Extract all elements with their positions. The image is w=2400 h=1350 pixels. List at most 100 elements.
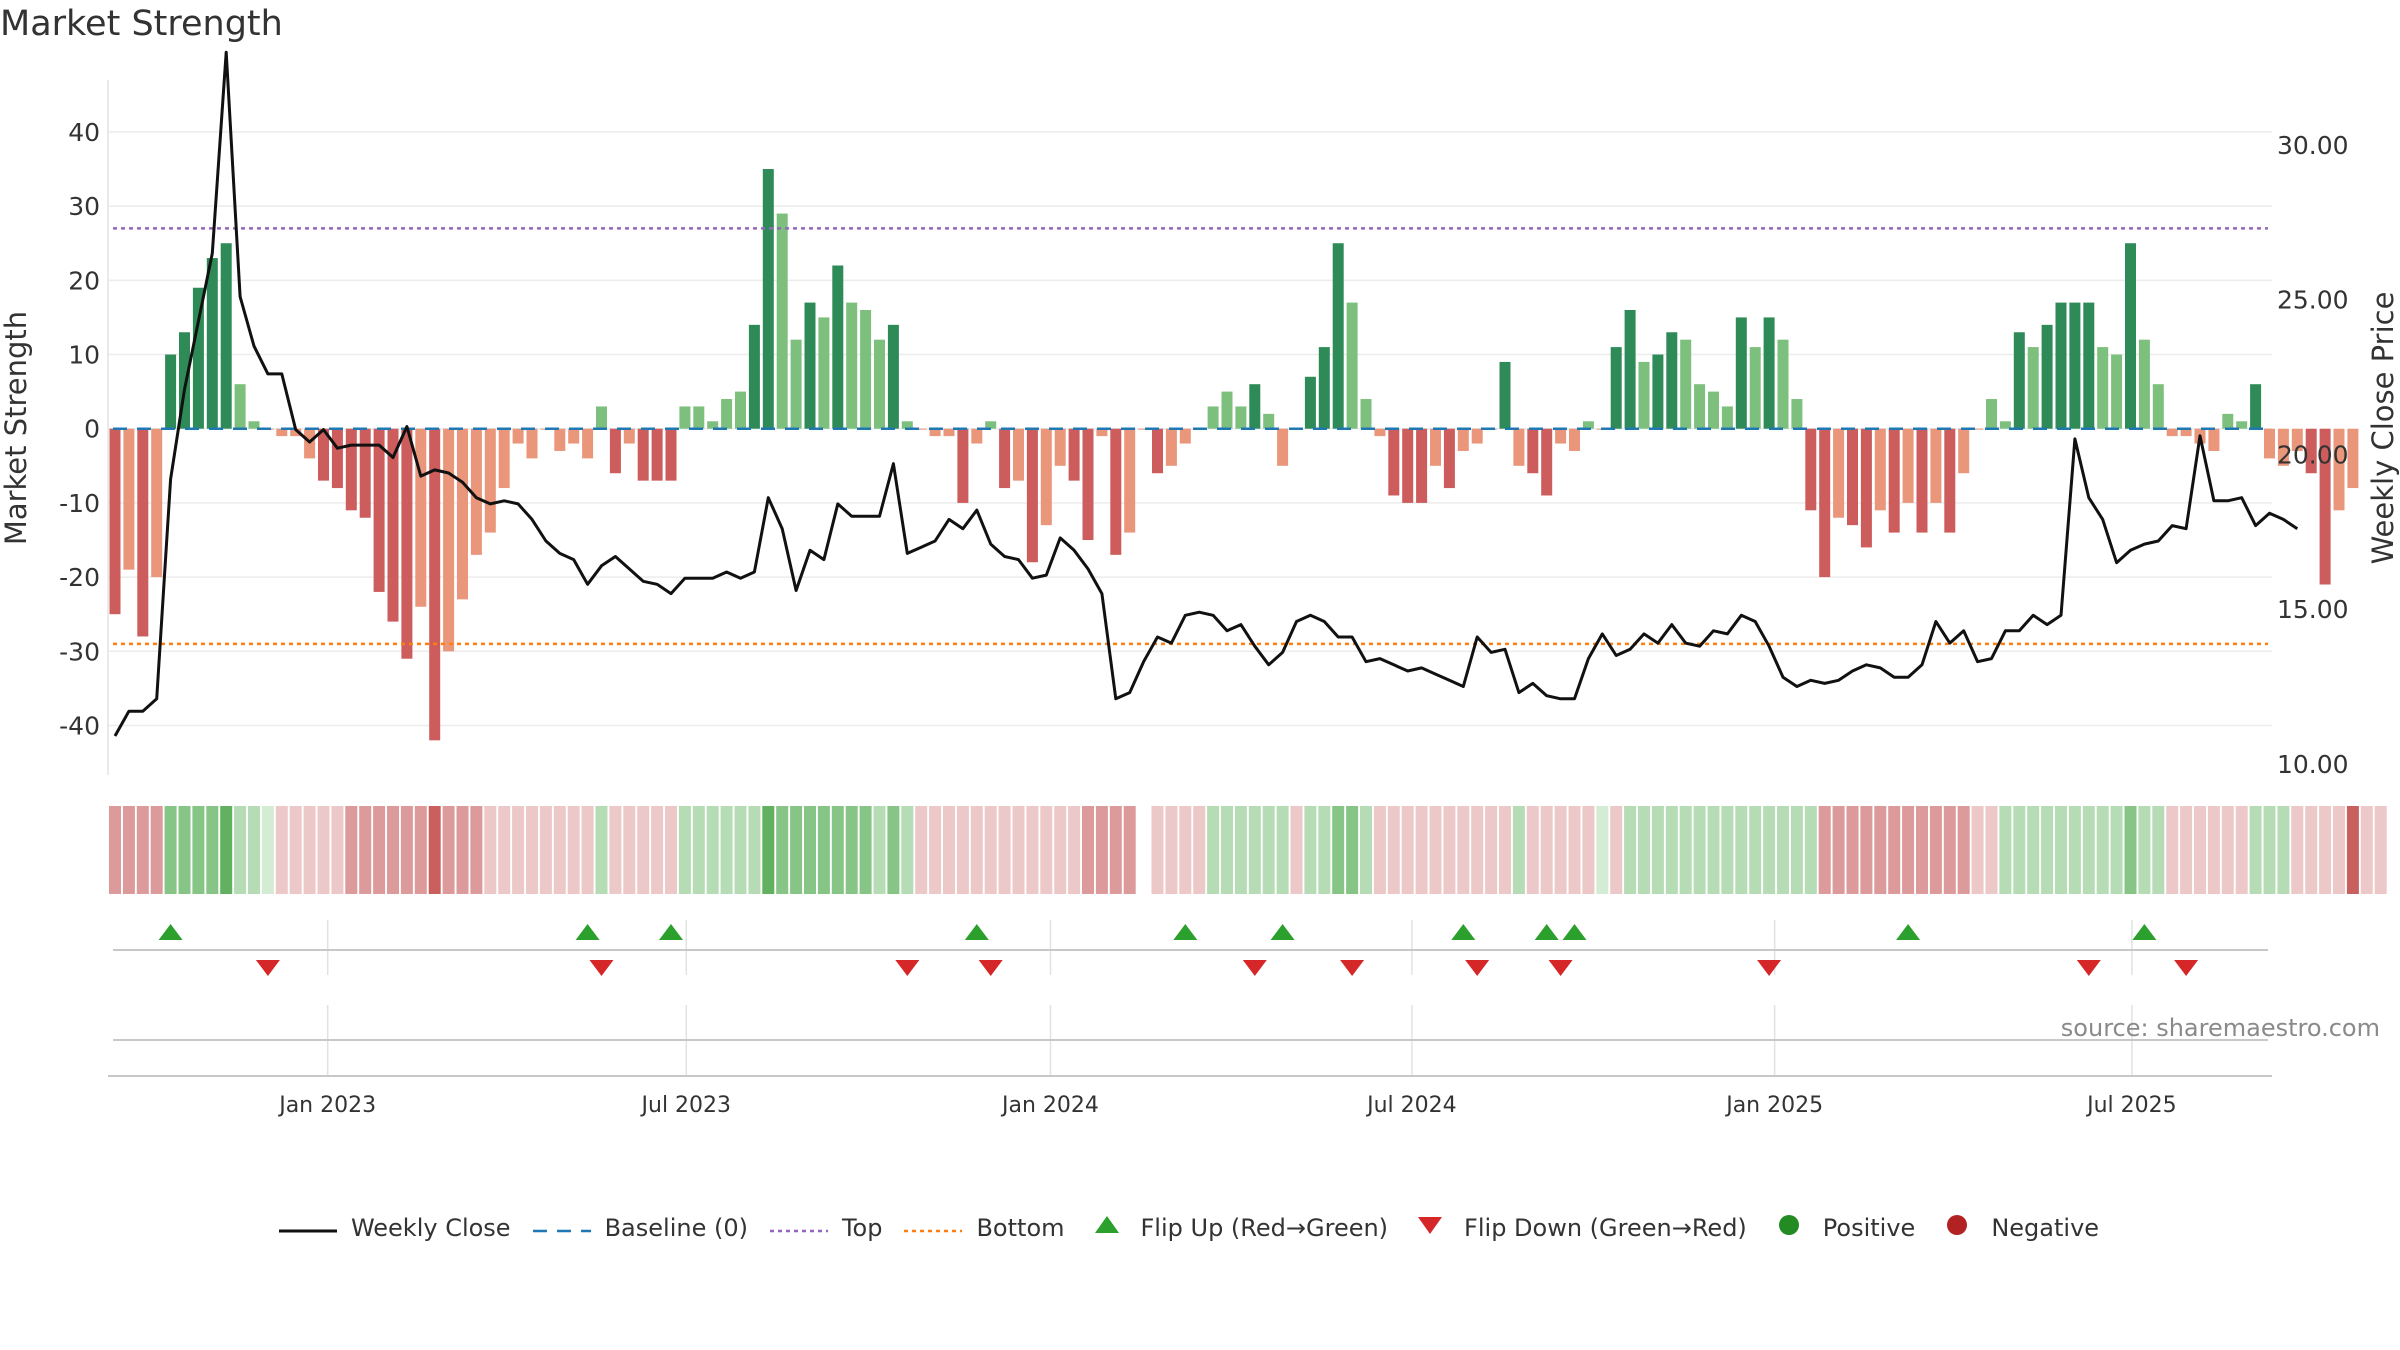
strip-cell — [929, 806, 942, 894]
flip-down-marker — [2076, 960, 2101, 976]
flip-down-marker — [255, 960, 280, 976]
legend-label: Baseline (0) — [604, 1214, 748, 1242]
legend-item-weekly-close: Weekly Close — [278, 1214, 511, 1242]
strength-bar — [179, 332, 190, 429]
strength-bar — [1777, 339, 1789, 429]
strength-bar — [832, 265, 844, 429]
strength-bar — [818, 317, 830, 429]
strip-cell — [2138, 806, 2151, 894]
strip-cell — [1818, 806, 1831, 894]
strip-cell — [1582, 806, 1595, 894]
weekly-close-series — [113, 50, 2299, 737]
y-tick-label-left: 20 — [68, 266, 100, 295]
strip-cell — [2221, 806, 2234, 894]
legend: Weekly Close Baseline (0) Top Bottom Fli… — [0, 1208, 2400, 1248]
y-tick-label-right: 15.00 — [2277, 595, 2349, 624]
strength-bar — [1263, 413, 1275, 429]
strength-bar — [457, 428, 468, 600]
strength-bar — [804, 302, 816, 429]
strength-bar — [665, 428, 677, 481]
strength-bar — [1569, 428, 1580, 451]
strength-bar — [2208, 428, 2220, 451]
strip-cell — [498, 806, 511, 894]
strip-cell — [1443, 806, 1456, 894]
strip-cell — [2319, 806, 2332, 894]
strength-bar — [2166, 428, 2178, 437]
strength-bar — [1708, 391, 1719, 429]
strength-bar — [2111, 354, 2123, 429]
strip-cell — [428, 806, 441, 894]
strength-bar — [901, 421, 913, 429]
strip-cell — [1304, 806, 1317, 894]
strength-bar — [1874, 428, 1886, 511]
strength-bar — [1833, 428, 1845, 518]
strength-bar — [2222, 413, 2234, 429]
strength-bar — [1791, 399, 1803, 429]
strength-bar — [693, 406, 705, 429]
strength-bar — [1304, 376, 1316, 429]
strip-cell — [1832, 806, 1845, 894]
y-axis-label-left: Market Strength — [0, 311, 33, 545]
x-tick-label: Jan 2024 — [1000, 1093, 1099, 1118]
strength-bar — [484, 428, 496, 533]
strength-bar — [1082, 428, 1094, 540]
strength-bar — [2305, 428, 2317, 474]
flip-markers — [158, 924, 2199, 976]
strength-bar — [1721, 406, 1733, 429]
strip-cell — [1540, 806, 1553, 894]
flip-down-marker — [978, 960, 1003, 976]
strip-cell — [2249, 806, 2262, 894]
flip-down-marker — [589, 960, 614, 976]
strength-bar — [1443, 428, 1455, 489]
strip-cell — [512, 806, 525, 894]
strip-cell — [1971, 806, 1984, 894]
strip-cell — [1499, 806, 1511, 894]
strip-cell — [1888, 806, 1901, 894]
strip-cell — [317, 806, 330, 894]
strip-cell — [192, 806, 205, 894]
strip-cell — [1804, 806, 1817, 894]
strength-bar — [1860, 428, 1872, 548]
strip-cell — [484, 806, 497, 894]
strength-bar — [762, 169, 774, 429]
strip-cell — [248, 806, 260, 894]
strength-bar — [609, 428, 621, 474]
strip-cell — [1095, 806, 1108, 894]
strength-bar — [1179, 428, 1191, 444]
strip-cell — [1221, 806, 1233, 894]
strength-heat-strip — [109, 806, 2387, 894]
strip-cell — [1916, 806, 1928, 894]
strip-cell — [456, 806, 469, 894]
strip-cell — [2277, 806, 2290, 894]
strip-cell — [1651, 806, 1664, 894]
triangle-down-icon — [1410, 1213, 1450, 1243]
strength-bar — [679, 406, 691, 429]
strip-cell — [178, 806, 191, 894]
strip-cell — [1790, 806, 1803, 894]
strip-cell — [623, 806, 636, 894]
strength-bar — [887, 324, 899, 429]
strength-bar — [554, 428, 566, 451]
strength-bar — [1902, 428, 1914, 503]
strength-bar — [1332, 243, 1344, 429]
strip-cell — [400, 806, 413, 894]
strength-bar — [957, 428, 969, 503]
dotted-line-swatch-icon — [904, 1214, 963, 1242]
strip-cell — [136, 806, 149, 894]
strength-bar — [2069, 302, 2081, 429]
strip-cell — [859, 806, 872, 894]
strength-bar — [234, 384, 246, 429]
strip-cell — [1749, 806, 1762, 894]
strip-cell — [2013, 806, 2026, 894]
strength-bar — [846, 302, 858, 429]
strip-cell — [1401, 806, 1414, 894]
weekly-close-line — [113, 50, 2299, 737]
strength-bar — [1110, 428, 1122, 555]
strength-bar — [318, 428, 329, 481]
strip-cell — [1346, 806, 1359, 894]
circle-icon — [1937, 1213, 1977, 1243]
strip-cell — [1026, 806, 1039, 894]
strip-cell — [373, 806, 386, 894]
y-tick-label-left: -10 — [59, 489, 100, 518]
circle-icon — [1769, 1213, 1809, 1243]
